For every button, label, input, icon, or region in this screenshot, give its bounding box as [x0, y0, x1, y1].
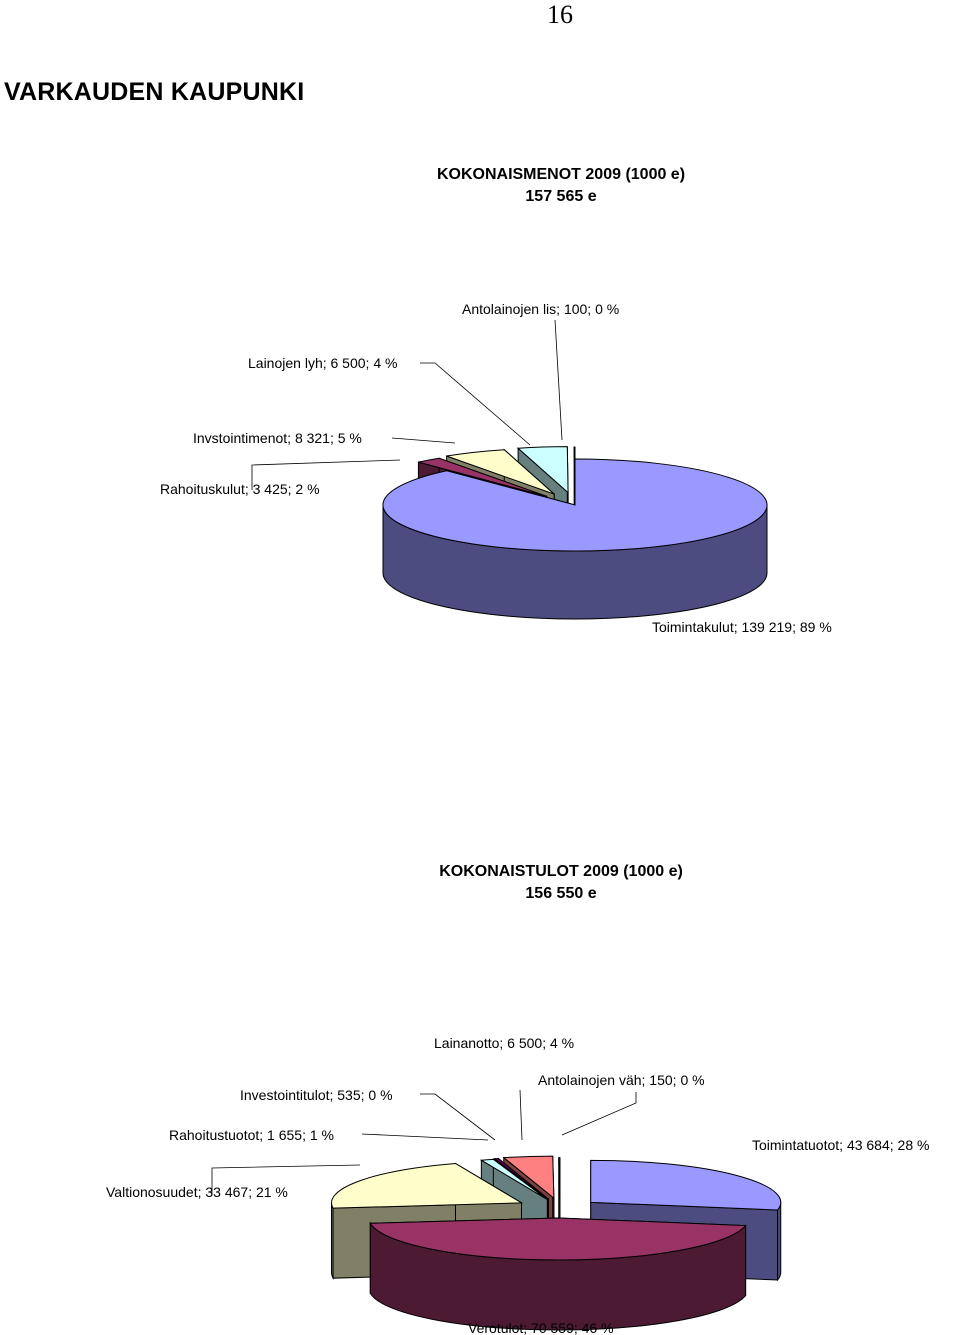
pie-slice	[331, 1162, 524, 1209]
pie-slice	[573, 446, 576, 494]
leader-line	[361, 1133, 489, 1141]
leader-line	[561, 1092, 637, 1136]
slice-label: Rahoituskulut; 3 425; 2 %	[160, 481, 320, 497]
pie-slice	[502, 1155, 555, 1200]
chart2-title-block: KOKONAISTULOT 2009 (1000 e) 156 550 e	[400, 861, 722, 905]
leader-line	[420, 362, 531, 446]
slice-label: Rahoitustuotot; 1 655; 1 %	[169, 1127, 334, 1143]
leader-line	[211, 1164, 361, 1194]
pie-slice	[558, 1157, 561, 1200]
slice-label: Lainanotto; 6 500; 4 %	[434, 1035, 574, 1051]
pie-slice-wall	[777, 1202, 782, 1282]
leader-line	[554, 319, 563, 441]
slice-label: Valtionosuudet; 33 467; 21 %	[106, 1184, 288, 1200]
chart1-subtitle: 157 565 e	[525, 188, 597, 205]
pie-slice	[493, 1158, 549, 1200]
pie-slice	[382, 458, 768, 552]
pie-slice	[369, 1217, 747, 1261]
chart2-title: KOKONAISTULOT 2009 (1000 e)	[439, 863, 683, 880]
document-title: VARKAUDEN KAUPUNKI	[4, 78, 305, 106]
pie-slice	[516, 446, 569, 494]
pie-slice	[418, 457, 547, 497]
slice-label: Toimintakulut; 139 219; 89 %	[652, 619, 832, 635]
slice-label: Lainojen lyh; 6 500; 4 %	[248, 355, 397, 371]
leader-line	[519, 1089, 523, 1141]
chart2-subtitle: 156 550 e	[525, 885, 597, 902]
pie-slice	[479, 1158, 548, 1201]
slice-label: Invstointimenot; 8 321; 5 %	[193, 430, 362, 446]
slice-label: Toimintatuotot; 43 684; 28 %	[752, 1137, 929, 1153]
chart1-title-block: KOKONAISMENOT 2009 (1000 e) 157 565 e	[400, 164, 722, 208]
pie-slice	[590, 1159, 782, 1211]
leader-line	[420, 1093, 496, 1141]
slice-label: Verotulot; 70 559; 46 %	[468, 1320, 614, 1335]
leader-line	[391, 437, 456, 444]
page-number: 16	[547, 0, 573, 29]
pie-slice-wall	[331, 1202, 334, 1281]
leader-line	[251, 459, 401, 490]
slice-label: Investointitulot; 535; 0 %	[240, 1087, 393, 1103]
chart1-title: KOKONAISMENOT 2009 (1000 e)	[436, 166, 686, 183]
slice-label: Antolainojen lis; 100; 0 %	[462, 301, 619, 317]
expenses-pie-chart: Toimintakulut; 139 219; 89 % Rahoituskulu…	[160, 301, 832, 635]
slice-label: Antolainojen väh; 150; 0 %	[538, 1072, 705, 1088]
pie-slice	[446, 449, 555, 495]
